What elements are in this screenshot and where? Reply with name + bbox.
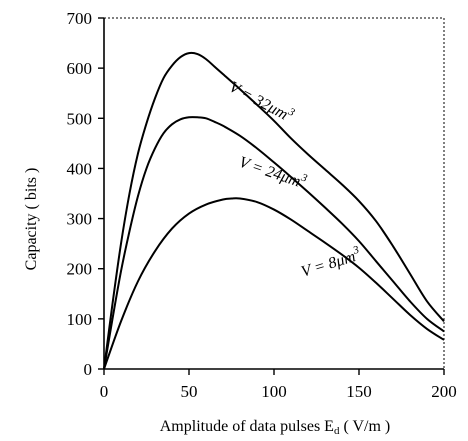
y-axis-label: Capacity ( bits ) xyxy=(23,168,40,271)
x-axis-label: Amplitude of data pulses Ed ( V/m ) xyxy=(160,418,391,437)
x-tick-label-150: 150 xyxy=(346,382,372,401)
plot-frame xyxy=(103,17,445,370)
series-label-8: V = 8μm3 xyxy=(298,244,363,281)
series-line-v32 xyxy=(103,51,445,370)
x-axis-label-main: Amplitude of data pulses E xyxy=(160,418,334,435)
series-line-v24 xyxy=(103,116,445,370)
series-label-32-sup: 3 xyxy=(285,105,297,119)
series-label-24: V = 24μm3 xyxy=(237,151,310,193)
axis-ticks: 0 100 200 300 400 500 600 700 0 50 100 150 200 xyxy=(67,9,457,401)
series-line-v8 xyxy=(103,197,445,370)
series-label-8-main: V = 8μm xyxy=(299,248,357,281)
x-tick-label-0: 0 xyxy=(100,382,109,401)
series-label-8-sup: 3 xyxy=(351,244,361,258)
x-tick-label-50: 50 xyxy=(181,382,198,401)
y-tick-label-500: 500 xyxy=(67,109,93,128)
y-tick-label-700: 700 xyxy=(67,9,93,28)
series-label-24-sup: 3 xyxy=(299,171,310,185)
series-label-32: V = 32μm3 xyxy=(226,76,297,126)
x-axis-label-unit: ( V/m ) xyxy=(339,418,390,435)
y-tick-label-300: 300 xyxy=(67,210,93,229)
y-tick-label-400: 400 xyxy=(67,159,93,178)
y-tick-label-600: 600 xyxy=(67,59,93,78)
y-tick-label-0: 0 xyxy=(84,360,93,379)
x-axis-label-subscript: d xyxy=(334,425,340,437)
x-tick-label-200: 200 xyxy=(431,382,457,401)
y-tick-label-100: 100 xyxy=(67,310,93,329)
series-label-32-main: V = 32μm xyxy=(226,79,290,124)
series-lines xyxy=(103,51,445,370)
y-tick-label-200: 200 xyxy=(67,260,93,279)
x-tick-label-100: 100 xyxy=(261,382,287,401)
